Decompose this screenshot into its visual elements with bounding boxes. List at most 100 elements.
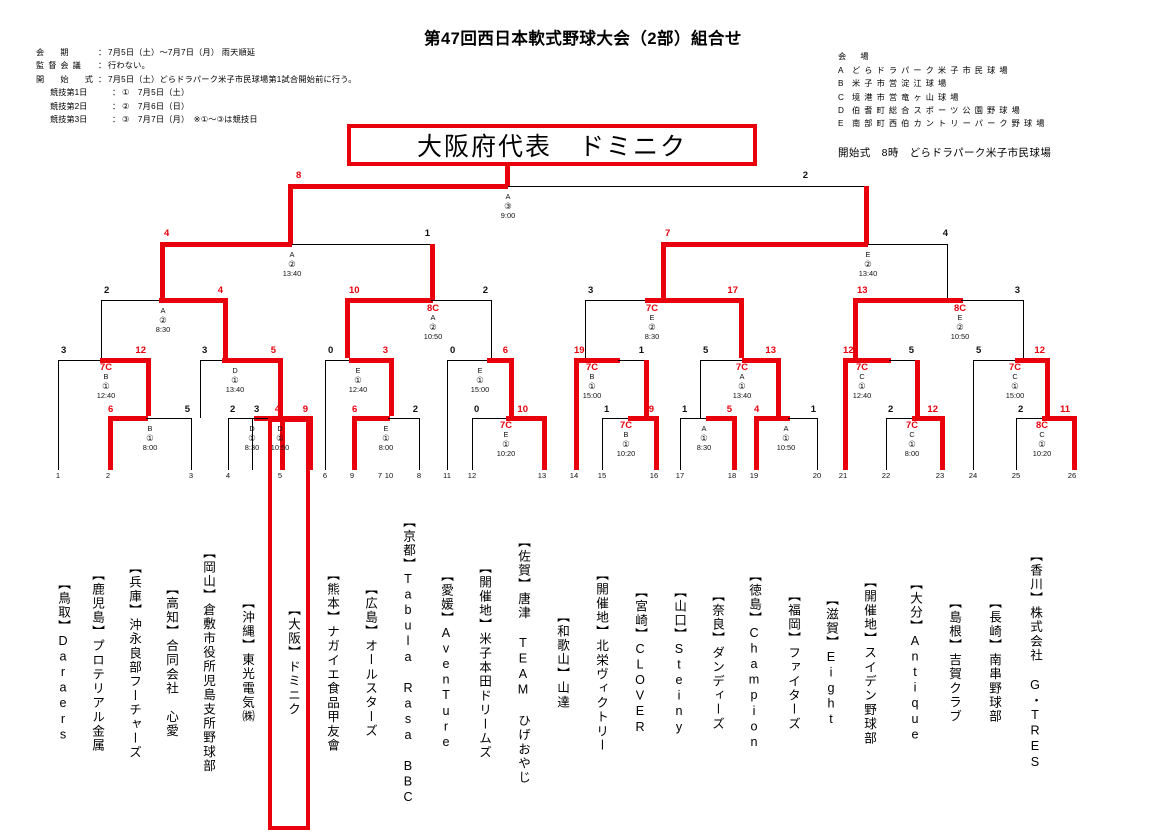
final-line-left (288, 184, 508, 189)
r2m3-match-info: E ① 12:40 (328, 366, 388, 395)
match-venue: A (783, 424, 789, 433)
team-entry-4: 【高知】合同会社 心愛 (156, 500, 178, 820)
match-venue: A (289, 250, 295, 259)
r1m6-line-right (628, 416, 656, 421)
r1m3-leg-left (252, 418, 253, 470)
team-entry-20: 【福岡】ファイターズ (778, 500, 800, 820)
r2m3-line-right (349, 358, 391, 363)
r4m1-leg-left (160, 242, 165, 300)
r4m1-leg-right (430, 244, 435, 300)
info-row: 会 期： 7月5日（土）～7月7日（月） 雨天順延 (36, 46, 357, 59)
r2m5-line-right (618, 360, 646, 361)
r1m7-leg-right (732, 416, 737, 470)
r1m9-line-right (912, 416, 942, 421)
match-time: 8:30 (644, 332, 660, 342)
r2m2-leg-left (200, 360, 201, 418)
champion-label: 大阪府代表 ドミニク (416, 133, 687, 161)
team-pref: 【京都】 (401, 514, 415, 572)
team-pref: 【大阪】 (286, 603, 300, 660)
team-name: 合同会社 心愛 (164, 638, 178, 739)
match-time: 8:30 (222, 443, 282, 453)
seed-no: 26 (1067, 471, 1077, 480)
team-entry-19: 【徳島】Champion (739, 500, 761, 820)
r1m5-match-info: 7C E ① 10:20 (476, 420, 536, 459)
r1m6-line-left (602, 418, 632, 419)
seed-no: 6 (322, 471, 328, 480)
r2m6-leg-right (776, 358, 781, 416)
info-label: 競技第2日 (50, 101, 88, 111)
r1m6-score-right: 9 (648, 404, 654, 415)
match-cold: 7C (500, 419, 512, 430)
r1m9-line-left (886, 418, 916, 419)
champion-banner: 大阪府代表 ドミニク (347, 124, 757, 166)
match-day: ① (382, 432, 390, 443)
match-venue: C (1039, 430, 1045, 439)
team-name: AvenTure (439, 626, 453, 751)
r3m2-leg-left (345, 298, 350, 358)
r1m6-leg-right (654, 416, 659, 470)
info-row: 競技第2日： ② 7月6日（日） (36, 100, 357, 113)
r1m9-score-right: 12 (927, 404, 938, 415)
info-value: 7月5日（土）～7月7日（月） 雨天順延 (108, 48, 256, 57)
r3m3-score-left: 3 (588, 285, 594, 296)
team-name: ファイターズ (786, 645, 800, 731)
r1m10-line-right (1042, 416, 1074, 421)
match-cold: 8C (954, 302, 966, 313)
team-pref: 【鳥取】 (56, 576, 70, 634)
r4m2-line-right (868, 244, 948, 245)
team-name: ナガイエ食品甲友會 (325, 624, 339, 753)
r1m5-score-right: 10 (517, 404, 528, 415)
r3m3-match-info: 7C E ② 8:30 (622, 303, 682, 342)
r2m2-score-left: 3 (202, 345, 208, 356)
info-label: 競技第1日 (50, 88, 88, 98)
match-day: ① (1011, 380, 1019, 391)
match-time: 15:00 (582, 391, 602, 401)
seed-no: 12 (467, 471, 477, 480)
team-name: オールスターズ (363, 638, 377, 739)
r2m4-score-left: 0 (450, 345, 456, 356)
r3m2-match-info: 8C A ② 10:50 (403, 303, 463, 342)
r2m8-line-right (1015, 358, 1047, 363)
team-name: 東光電気㈱ (240, 652, 254, 724)
seed-no: 13 (537, 471, 547, 480)
r1m1-score-right: 5 (184, 404, 190, 415)
match-time: 12:40 (96, 391, 116, 401)
match-day: ① (502, 438, 510, 449)
r3m2-leg-right (491, 300, 492, 358)
r4m1-line-right (292, 244, 432, 245)
r3m1-leg-left (101, 300, 102, 358)
match-time: 8:00 (378, 443, 394, 453)
match-day: ① (276, 432, 284, 443)
r1m3-leg-right (308, 416, 313, 470)
match-venue: B (103, 372, 109, 381)
team-entry-6: 【沖縄】東光電気㈱ (232, 500, 254, 820)
r1m2-score-left: 2 (230, 404, 236, 415)
match-day: ② (288, 258, 296, 269)
r1m7-line-left (680, 418, 710, 419)
r1m5-leg-left (472, 418, 473, 470)
match-day: ① (908, 438, 916, 449)
match-venue: E (383, 424, 389, 433)
team-entry-22: 【開催地】スイデン野球部 (854, 500, 876, 820)
r4m1-score-left: 4 (164, 228, 170, 239)
r1m8-leg-right (817, 418, 818, 470)
r3m2-line-left (345, 298, 433, 303)
team-pref: 【山口】 (672, 584, 686, 642)
match-venue: A (739, 372, 745, 381)
info-label: 会 期 (36, 48, 73, 57)
r4m1-match-info: A ② 13:40 (262, 250, 322, 279)
seed-no: 11 (443, 471, 451, 480)
team-name: 株式会社 G・TRES (1028, 606, 1042, 771)
seed-no: 18 (727, 471, 737, 480)
r1m10-line-left (1016, 418, 1046, 419)
match-cold: 7C (1009, 361, 1021, 372)
match-cold: 8C (1036, 419, 1048, 430)
match-venue: D (277, 424, 283, 433)
team-entry-10: 【京都】Tabula Rasa BBC (393, 500, 415, 820)
r1m2-leg-right (280, 416, 285, 470)
r2m6-leg-left (700, 360, 701, 418)
venue-key: C (838, 92, 844, 102)
match-day: ① (858, 380, 866, 391)
r2m7-line-left (843, 358, 891, 363)
r2m5-line-left (574, 358, 620, 363)
